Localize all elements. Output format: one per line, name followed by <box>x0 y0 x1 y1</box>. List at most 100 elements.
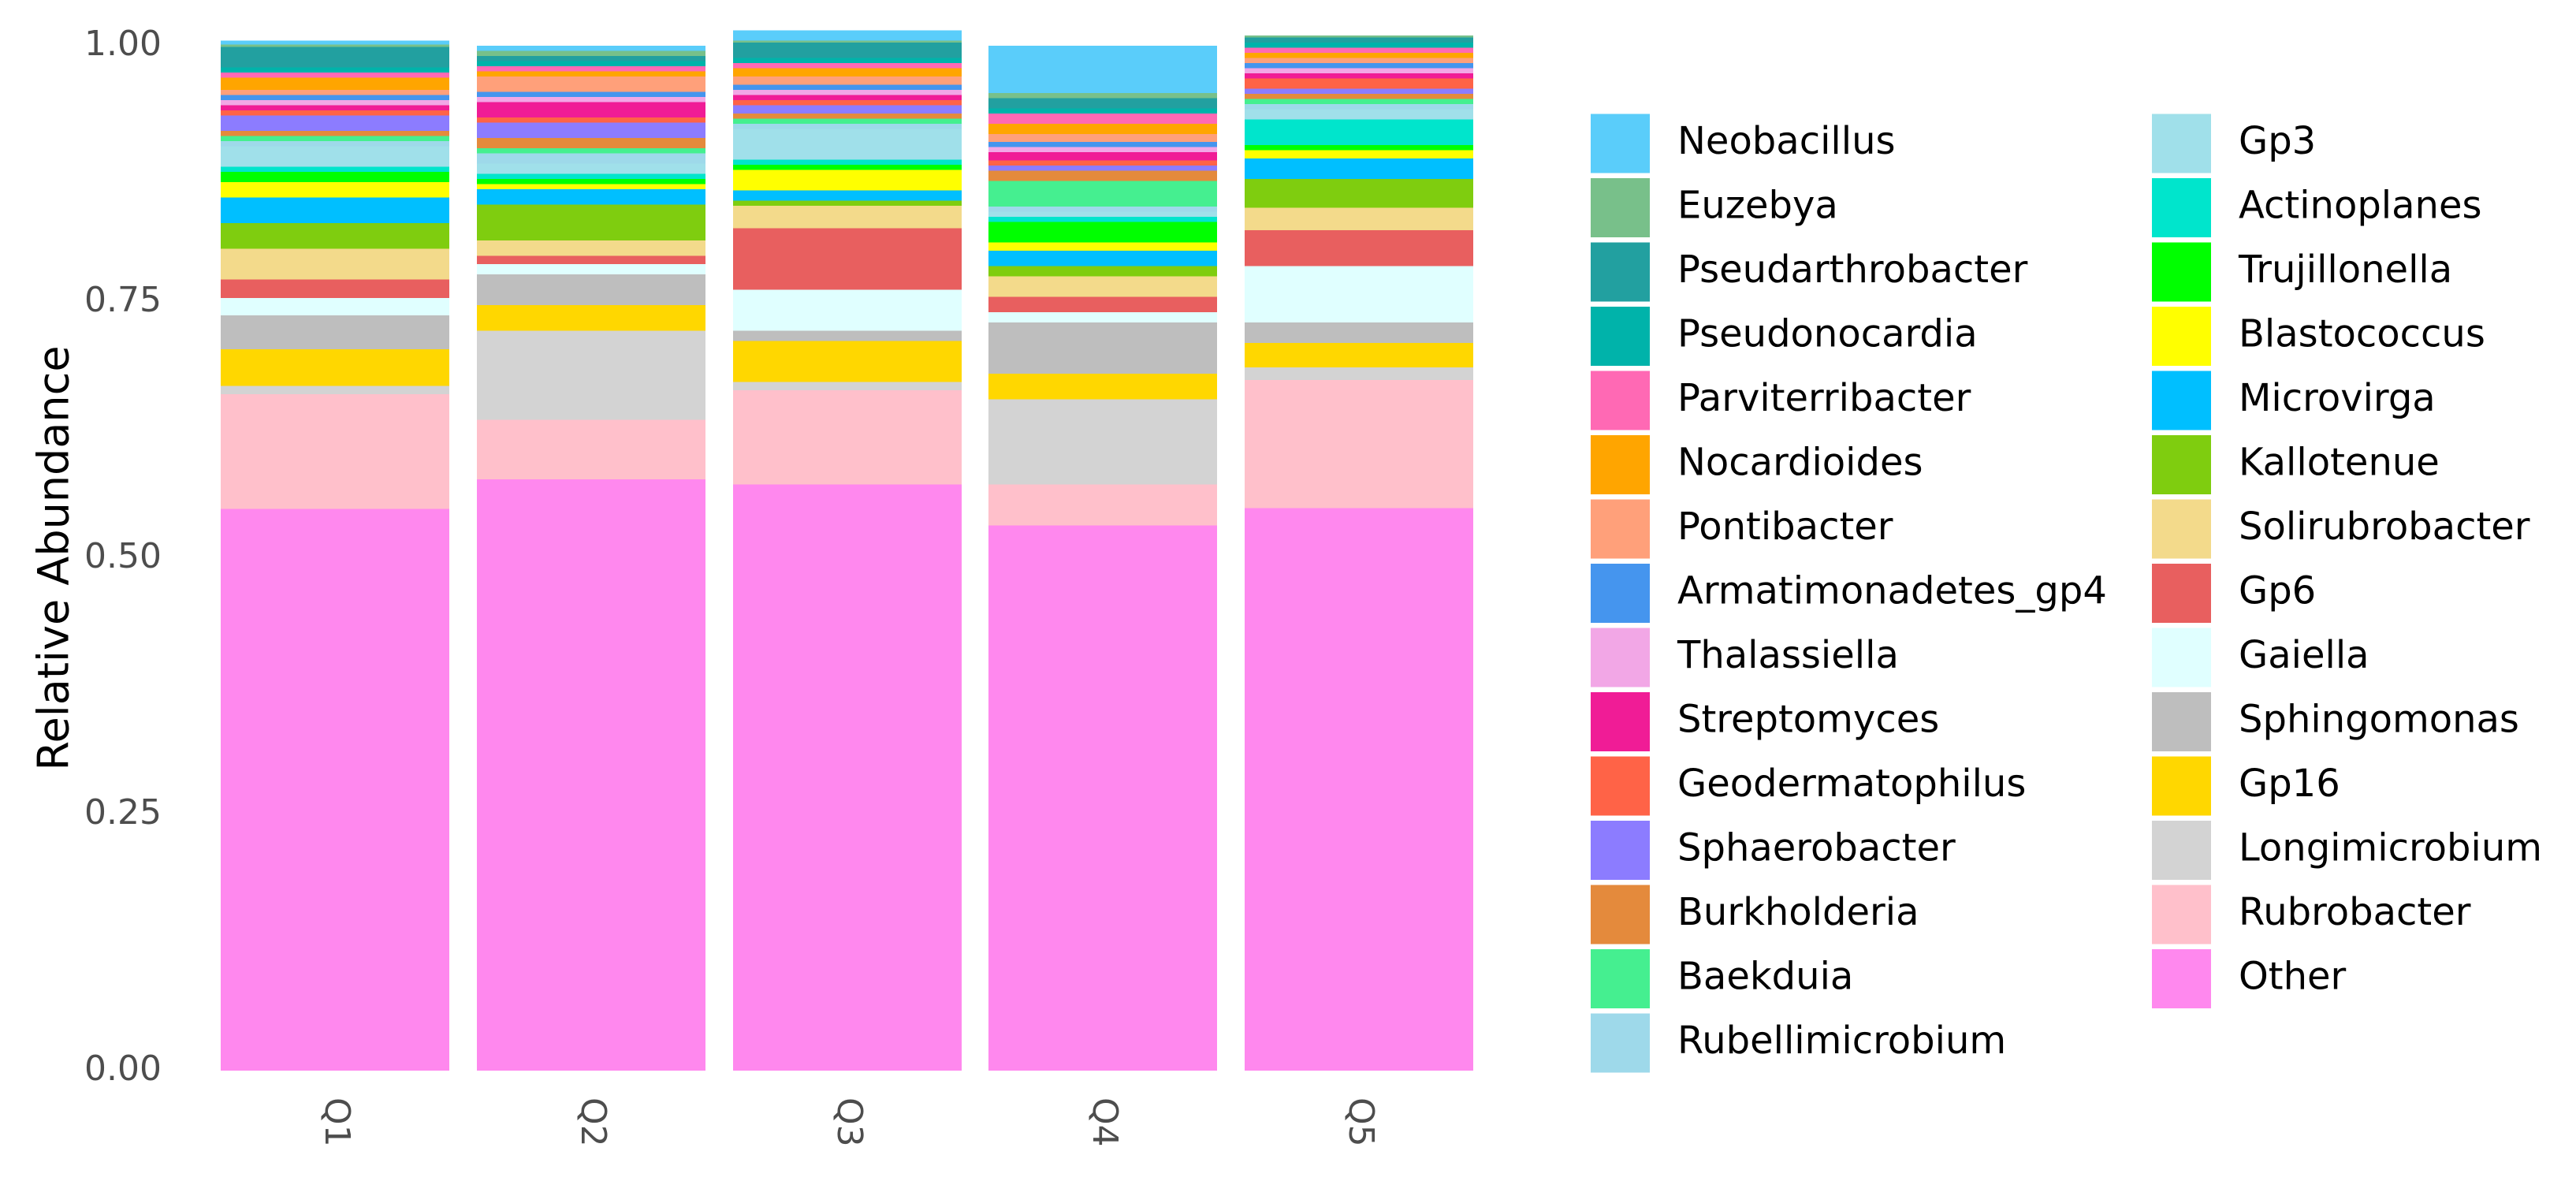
legend-label: Pseudonocardia <box>1677 312 1978 356</box>
legend-key <box>2152 371 2211 430</box>
legend-key <box>2152 949 2211 1008</box>
legend-key <box>2152 756 2211 816</box>
bar-segment-burkholderia <box>477 138 705 148</box>
bar-segment-parviterribacter <box>221 72 449 78</box>
legend-key <box>1591 628 1650 687</box>
bar-segment-baekduia <box>221 136 449 141</box>
bar-segment-rubrobacter <box>733 389 962 485</box>
bar-segment-rubellimicrobium <box>221 140 449 147</box>
legend-item: Nocardioides <box>1591 435 1923 494</box>
bar-segment-other <box>733 484 962 1071</box>
bar-segment-gp6 <box>221 279 449 298</box>
bar-segment-nocardioides <box>477 71 705 76</box>
bar-segment-rubellimicrobium <box>477 153 705 164</box>
bar-segment-neobacillus <box>733 30 962 41</box>
legend-label: Blastococcus <box>2239 312 2485 356</box>
bar-segment-armatimonadetes-gp4 <box>988 142 1217 147</box>
legend-item: Sphingomonas <box>2152 692 2519 751</box>
legend-label: Rubellimicrobium <box>1677 1019 2006 1063</box>
bar-segment-actinoplanes <box>1245 119 1473 146</box>
legend-key <box>1591 114 1650 173</box>
bar-segment-geodermatophilus <box>988 160 1217 166</box>
bar-segment-trujillonella <box>477 179 705 184</box>
legend-label: Geodermatophilus <box>1677 762 2026 806</box>
bar-segment-euzebya <box>477 50 705 56</box>
legend-key <box>2152 114 2211 173</box>
legend-label: Other <box>2239 955 2347 999</box>
bar-segment-thalassiella <box>988 147 1217 153</box>
bar-segment-other <box>988 525 1217 1071</box>
bar-segment-streptomyces <box>221 105 449 110</box>
legend-item: Trujillonella <box>2152 242 2452 302</box>
legend-label: Gp16 <box>2239 762 2340 806</box>
bar-segment-sphaerobacter <box>1245 88 1473 95</box>
bar-segment-trujillonella <box>1245 145 1473 151</box>
bar-segment-gp3 <box>988 211 1217 218</box>
bar-segment-nocardioides <box>988 123 1217 134</box>
bar-segment-burkholderia <box>733 113 962 119</box>
bar-segment-longimicrobium <box>988 399 1217 485</box>
bar-segment-top-fill <box>988 46 1217 91</box>
legend-key <box>2152 821 2211 880</box>
bar-segment-pseudarthrobacter <box>221 47 449 68</box>
bar-segment-thalassiella <box>733 89 962 95</box>
legend-label: Euzebya <box>1677 184 1838 228</box>
legend-key <box>2152 564 2211 623</box>
x-tick-label-q3: Q3 <box>829 1097 869 1147</box>
bar-segment-nocardioides <box>1245 53 1473 58</box>
bar-segment-solirubrobacter <box>988 276 1217 297</box>
bar-segment-gaiella <box>221 297 449 315</box>
legend-key <box>1591 435 1650 494</box>
bar-segment-sphingomonas <box>1245 322 1473 343</box>
bar-segment-euzebya <box>221 44 449 47</box>
bar-segment-rubrobacter <box>221 394 449 509</box>
bar-segment-sphaerobacter <box>988 166 1217 171</box>
bar-segment-baekduia <box>733 118 962 124</box>
legend-label: Armatimonadetes_gp4 <box>1677 569 2107 613</box>
bar-segment-actinoplanes <box>733 159 962 165</box>
bar-segment-blastococcus <box>221 181 449 198</box>
bar-segment-gp3 <box>221 146 449 167</box>
legend-item: Microvirga <box>2152 371 2436 430</box>
legend-label: Pseudarthrobacter <box>1677 248 2028 292</box>
bar-segment-gp3 <box>1245 109 1473 120</box>
bar-segment-gp16 <box>733 341 962 382</box>
bar-segment-sphingomonas <box>221 315 449 349</box>
bar-segment-actinoplanes <box>988 217 1217 222</box>
legend-item: Streptomyces <box>1591 692 1939 751</box>
bar-segment-parviterribacter <box>1245 47 1473 54</box>
bar-segment-gaiella <box>988 312 1217 322</box>
bar-segment-pontibacter <box>733 76 962 85</box>
bar-segment-rubrobacter <box>477 419 705 479</box>
bar-segment-thalassiella <box>221 99 449 106</box>
bar-segment-streptomyces <box>733 95 962 100</box>
legend-item: Other <box>2152 949 2347 1008</box>
bar-segment-solirubrobacter <box>221 248 449 280</box>
legend-item: Pontibacter <box>1591 499 1893 559</box>
bar-segment-rubellimicrobium <box>988 207 1217 212</box>
legend-key <box>1591 949 1650 1008</box>
bar-segment-streptomyces <box>1245 73 1473 79</box>
legend-label: Baekduia <box>1677 955 1853 999</box>
bar-stack-q4 <box>988 46 1217 1071</box>
legend-key <box>2152 178 2211 237</box>
legend-key <box>2152 499 2211 559</box>
bar-segment-gp3 <box>477 163 705 174</box>
x-tick-label-q4: Q4 <box>1085 1097 1125 1147</box>
bar-segment-baekduia <box>477 148 705 154</box>
bar-segment-longimicrobium <box>1245 367 1473 380</box>
legend-item: Thalassiella <box>1591 628 1899 687</box>
x-tick-label-q5: Q5 <box>1341 1097 1381 1147</box>
legend-item: Actinoplanes <box>2152 178 2482 237</box>
bar-segment-thalassiella <box>477 97 705 102</box>
bar-segment-trujillonella <box>988 222 1217 243</box>
legend-key <box>2152 628 2211 687</box>
bar-segment-geodermatophilus <box>733 99 962 106</box>
legend-label: Microvirga <box>2239 376 2436 420</box>
bar-segment-rubrobacter <box>988 484 1217 526</box>
bar-segment-thalassiella <box>1245 68 1473 74</box>
x-tick-label-q2: Q2 <box>573 1097 613 1147</box>
bar-segment-microvirga <box>733 190 962 201</box>
bar-segment-microvirga <box>1245 158 1473 179</box>
